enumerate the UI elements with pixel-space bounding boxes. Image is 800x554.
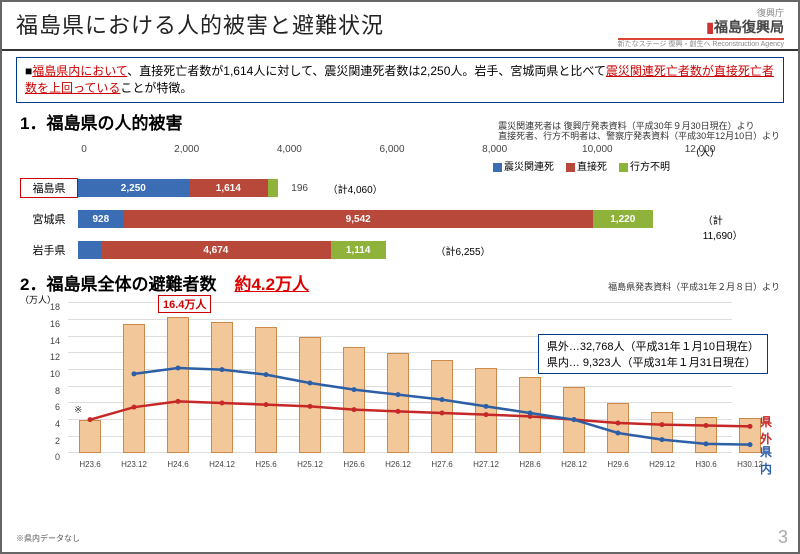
chart1-xtick: 6,000 <box>379 144 404 155</box>
chart2-xlabel: H24.12 <box>209 460 235 469</box>
chart2-line <box>68 303 772 453</box>
chart1-xtick: 8,000 <box>482 144 507 155</box>
info-line1: 県外…32,768人（平成31年１月10日現在） <box>547 338 759 354</box>
chart1-segment: 1,614 <box>189 179 268 197</box>
chart1-legend: 震災関連死直接死行方不明 <box>481 158 670 173</box>
chart2-xlabel: H24.6 <box>167 460 188 469</box>
chart1-hbar: 02,0004,0006,0008,00010,00012,000 （人） 震災… <box>20 144 780 266</box>
agency-small: 復興庁 <box>618 8 784 19</box>
chart2-ytick: 14 <box>50 336 60 346</box>
sec1-note1: 震災関連死者は 復興庁発表資料（平成30年９月30日現在）より <box>498 121 780 132</box>
page-header: 福島県における人的被害と避難状況 復興庁 ▮福島復興局 新たなステージ 復興・創… <box>2 2 798 51</box>
legend-item: 行方不明 <box>613 162 670 173</box>
chart1-segment: 4,674 <box>101 241 331 259</box>
chart2-xlabel: H23.6 <box>79 460 100 469</box>
peak-label: 16.4万人 <box>158 295 211 313</box>
chart1-row-label: 宮城県 <box>20 211 78 227</box>
chart1-row: 岩手県4674,6741,114（計6,255） <box>20 236 780 264</box>
chart1-row-total: （計11,690） <box>703 212 743 242</box>
chart1-segment: 928 <box>78 210 124 228</box>
chart1-bar-track: 4674,6741,114（計6,255） <box>78 241 668 259</box>
chart1-segment: 1,220 <box>593 210 653 228</box>
chart1-segment: 9,542 <box>124 210 593 228</box>
chart2-ytick: 6 <box>55 402 60 412</box>
chart1-row: 宮城県9289,5421,220（計11,690） <box>20 205 780 233</box>
sec2-title: 2．福島県全体の避難者数 <box>20 270 216 295</box>
summary-t2: ことが特徴。 <box>120 81 192 95</box>
chart2-xlabel: H30.6 <box>695 460 716 469</box>
chart2-line-label: 県内 <box>760 443 772 477</box>
chart2-xlabel: H27.6 <box>431 460 452 469</box>
info-line2: 県内… 9,323人（平成31年１月31日現在） <box>547 354 759 370</box>
chart1-bar-track: 2,2501,614 196 （計4,060） <box>78 179 668 197</box>
chart2-xlabel: H25.6 <box>255 460 276 469</box>
chart1-unit: （人） <box>690 144 720 159</box>
sec2-source: 福島県発表資料（平成31年２月８日）より <box>608 280 780 293</box>
info-box: 県外…32,768人（平成31年１月10日現在） 県内… 9,323人（平成31… <box>538 334 768 374</box>
legend-item: 直接死 <box>560 162 607 173</box>
chart2-combo: 16.4万人 （万人） 024681012141618 H23.6H23.12H… <box>20 297 780 477</box>
chart1-xtick: 10,000 <box>582 144 613 155</box>
chart1-segment: 2,250 <box>78 179 189 197</box>
chart2-xlabel: H27.12 <box>473 460 499 469</box>
chart2-ytick: 2 <box>55 436 60 446</box>
summary-t1: 、直接死亡者数が1,614人に対して、震災関連死者数は2,250人。岩手、宮城両… <box>127 64 606 78</box>
sec1-note2: 直接死者、行方不明者は、警察庁発表資料（平成30年12月10日）より <box>498 131 780 142</box>
chart2-footnote: ※県内データなし <box>16 533 80 544</box>
chart1-row-label: 福島県 <box>20 178 78 198</box>
summary-box: ■福島県内において、直接死亡者数が1,614人に対して、震災関連死者数は2,25… <box>16 57 784 103</box>
legend-item: 震災関連死 <box>487 162 554 173</box>
chart1-xtick: 2,000 <box>174 144 199 155</box>
chart1-bar-track: 9289,5421,220（計11,690） <box>78 210 668 228</box>
chart1-row: 福島県2,2501,614 196 （計4,060） <box>20 174 780 202</box>
sec1-title: 1．福島県の人的被害 <box>20 109 182 134</box>
chart2-xlabel: H26.12 <box>385 460 411 469</box>
chart2-ytick: 16 <box>50 319 60 329</box>
chart2-xlabel: H29.6 <box>607 460 628 469</box>
agency-logo: 復興庁 ▮福島復興局 新たなステージ 復興・創生へ Reconstruction… <box>618 8 784 49</box>
chart1-seg-label: 196 <box>280 179 320 197</box>
chart2-xlabel: H25.12 <box>297 460 323 469</box>
chart1-row-label: 岩手県 <box>20 242 78 258</box>
chart2-xlabel: H28.6 <box>519 460 540 469</box>
chart1-segment <box>78 241 101 259</box>
chart2-ytick: 10 <box>50 369 60 379</box>
agency-name: 福島復興局 <box>714 19 784 35</box>
page-title: 福島県における人的被害と避難状況 <box>16 8 384 40</box>
chart2-ytick: 12 <box>50 352 60 362</box>
chart1-row-total: （計4,060） <box>328 181 383 196</box>
chart2-xlabel: H28.12 <box>561 460 587 469</box>
chart2-ytick: 18 <box>50 302 60 312</box>
chart1-row-total: （計6,255） <box>436 243 491 258</box>
chart1-segment <box>268 179 278 197</box>
chart2-xlabel: H26.6 <box>343 460 364 469</box>
chart2-xlabel: H29.12 <box>649 460 675 469</box>
section-1: 1．福島県の人的被害 震災関連死者は 復興庁発表資料（平成30年９月30日現在）… <box>2 109 798 267</box>
chart1-segment: 1,114 <box>331 241 386 259</box>
chart2-ytick: 4 <box>55 419 60 429</box>
chart2-ytick: 8 <box>55 386 60 396</box>
chart2-xlabel: H23.12 <box>121 460 147 469</box>
chart1-xtick: 4,000 <box>277 144 302 155</box>
chart2-ytick: 0 <box>55 452 60 462</box>
page-number: 3 <box>778 527 788 548</box>
chart1-xtick: 0 <box>81 144 87 155</box>
agency-sub: 新たなステージ 復興・創生へ Reconstruction Agency <box>618 38 784 49</box>
sec2-highlight: 約4.2万人 <box>234 270 309 295</box>
summary-red1: 福島県内において <box>32 64 127 78</box>
